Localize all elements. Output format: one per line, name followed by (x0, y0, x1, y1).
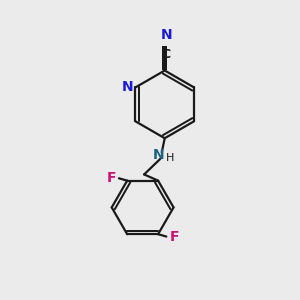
Text: F: F (106, 171, 116, 185)
Text: N: N (122, 80, 133, 94)
Text: H: H (166, 153, 174, 163)
Text: N: N (160, 28, 172, 42)
Text: N: N (153, 148, 165, 162)
Text: C: C (162, 48, 171, 61)
Text: F: F (169, 230, 179, 244)
